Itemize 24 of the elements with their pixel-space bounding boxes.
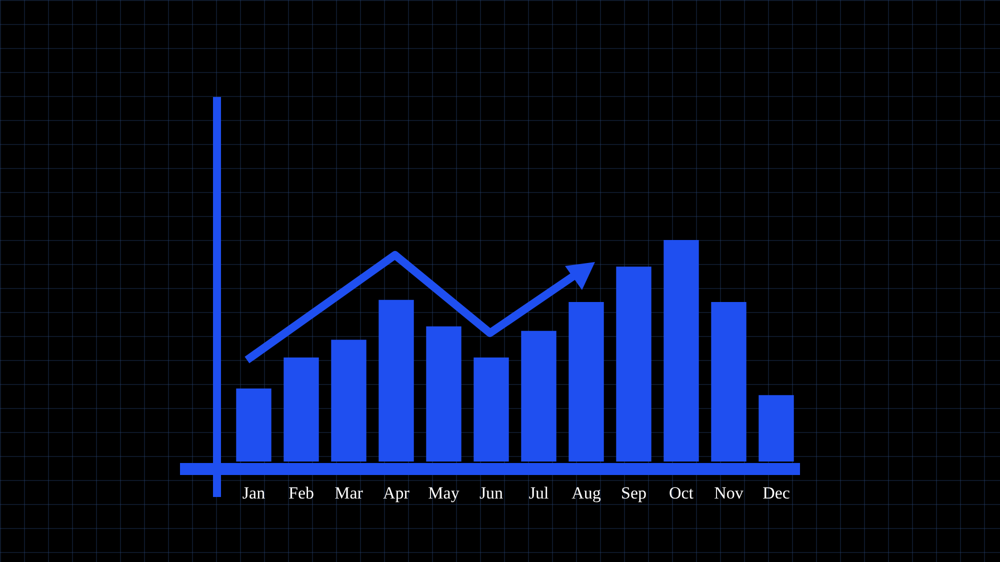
bar bbox=[758, 395, 794, 462]
x-tick-label: Nov bbox=[714, 483, 744, 502]
x-tick-label: Sep bbox=[621, 483, 646, 502]
bar bbox=[284, 357, 319, 462]
bar bbox=[474, 357, 509, 462]
x-tick-label: Jul bbox=[528, 483, 549, 502]
x-tick-label: May bbox=[428, 483, 460, 502]
x-tick-label: Dec bbox=[762, 483, 790, 502]
bar bbox=[378, 300, 414, 462]
bar bbox=[236, 388, 272, 462]
x-tick-label: Oct bbox=[668, 483, 694, 502]
bar bbox=[616, 266, 652, 462]
bar bbox=[521, 330, 556, 462]
x-tick-label: Jan bbox=[242, 483, 266, 502]
bar bbox=[711, 302, 746, 462]
x-tick-label: Apr bbox=[383, 483, 410, 502]
bar bbox=[331, 340, 366, 462]
bar bbox=[568, 302, 604, 462]
x-tick-label: Mar bbox=[334, 483, 364, 502]
x-tick-label: Jun bbox=[479, 483, 504, 502]
bar bbox=[426, 326, 462, 462]
x-tick-label: Aug bbox=[572, 483, 602, 502]
bar bbox=[664, 240, 699, 462]
x-tick-label: Feb bbox=[288, 483, 314, 502]
